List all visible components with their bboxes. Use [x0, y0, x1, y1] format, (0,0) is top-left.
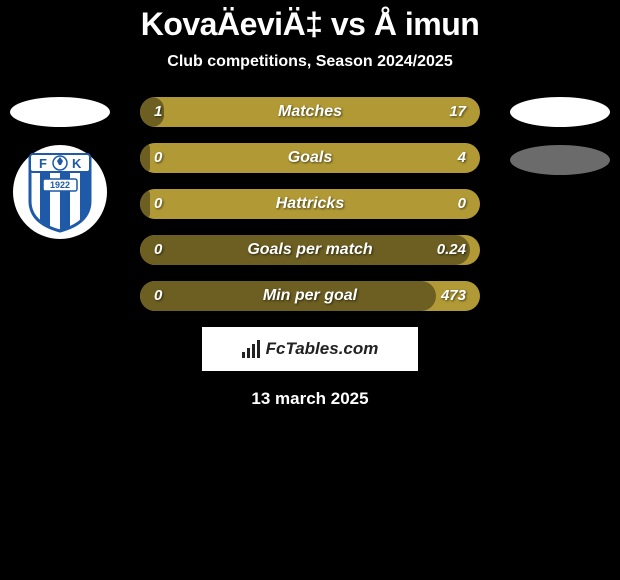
date-line: 13 march 2025 [0, 389, 620, 409]
right-club-badge-placeholder [510, 145, 610, 175]
stat-label: Matches [140, 97, 480, 127]
comparison-panel: F K 1922 1Matches170Goals40Hattricks00Go… [0, 97, 620, 311]
badge-letter-right: K [72, 156, 82, 171]
right-player-photo-placeholder [510, 97, 610, 127]
subtitle: Club competitions, Season 2024/2025 [0, 53, 620, 71]
stat-bars: 1Matches170Goals40Hattricks00Goals per m… [140, 97, 480, 311]
stat-right-value: 17 [449, 97, 466, 127]
stat-label: Goals per match [140, 235, 480, 265]
stat-row: 1Matches17 [140, 97, 480, 127]
stat-row: 0Hattricks0 [140, 189, 480, 219]
stat-right-value: 4 [458, 143, 466, 173]
left-player-col: F K 1922 [0, 97, 120, 239]
stat-right-value: 473 [441, 281, 466, 311]
source-logo: FcTables.com [202, 327, 418, 371]
right-player-col [500, 97, 620, 193]
stat-row: 0Goals4 [140, 143, 480, 173]
badge-year: 1922 [50, 180, 70, 190]
left-player-photo-placeholder [10, 97, 110, 127]
badge-letter-left: F [39, 156, 47, 171]
stat-right-value: 0.24 [437, 235, 466, 265]
stat-label: Min per goal [140, 281, 480, 311]
stat-label: Hattricks [140, 189, 480, 219]
bars-icon [242, 340, 260, 358]
page-title: KovaÄeviÄ‡ vs Å imun [0, 0, 620, 43]
stat-right-value: 0 [458, 189, 466, 219]
stat-row: 0Min per goal473 [140, 281, 480, 311]
shield-icon: F K 1922 [25, 151, 95, 233]
left-club-badge: F K 1922 [13, 145, 107, 239]
source-text: FcTables.com [266, 339, 379, 359]
stat-row: 0Goals per match0.24 [140, 235, 480, 265]
stat-label: Goals [140, 143, 480, 173]
